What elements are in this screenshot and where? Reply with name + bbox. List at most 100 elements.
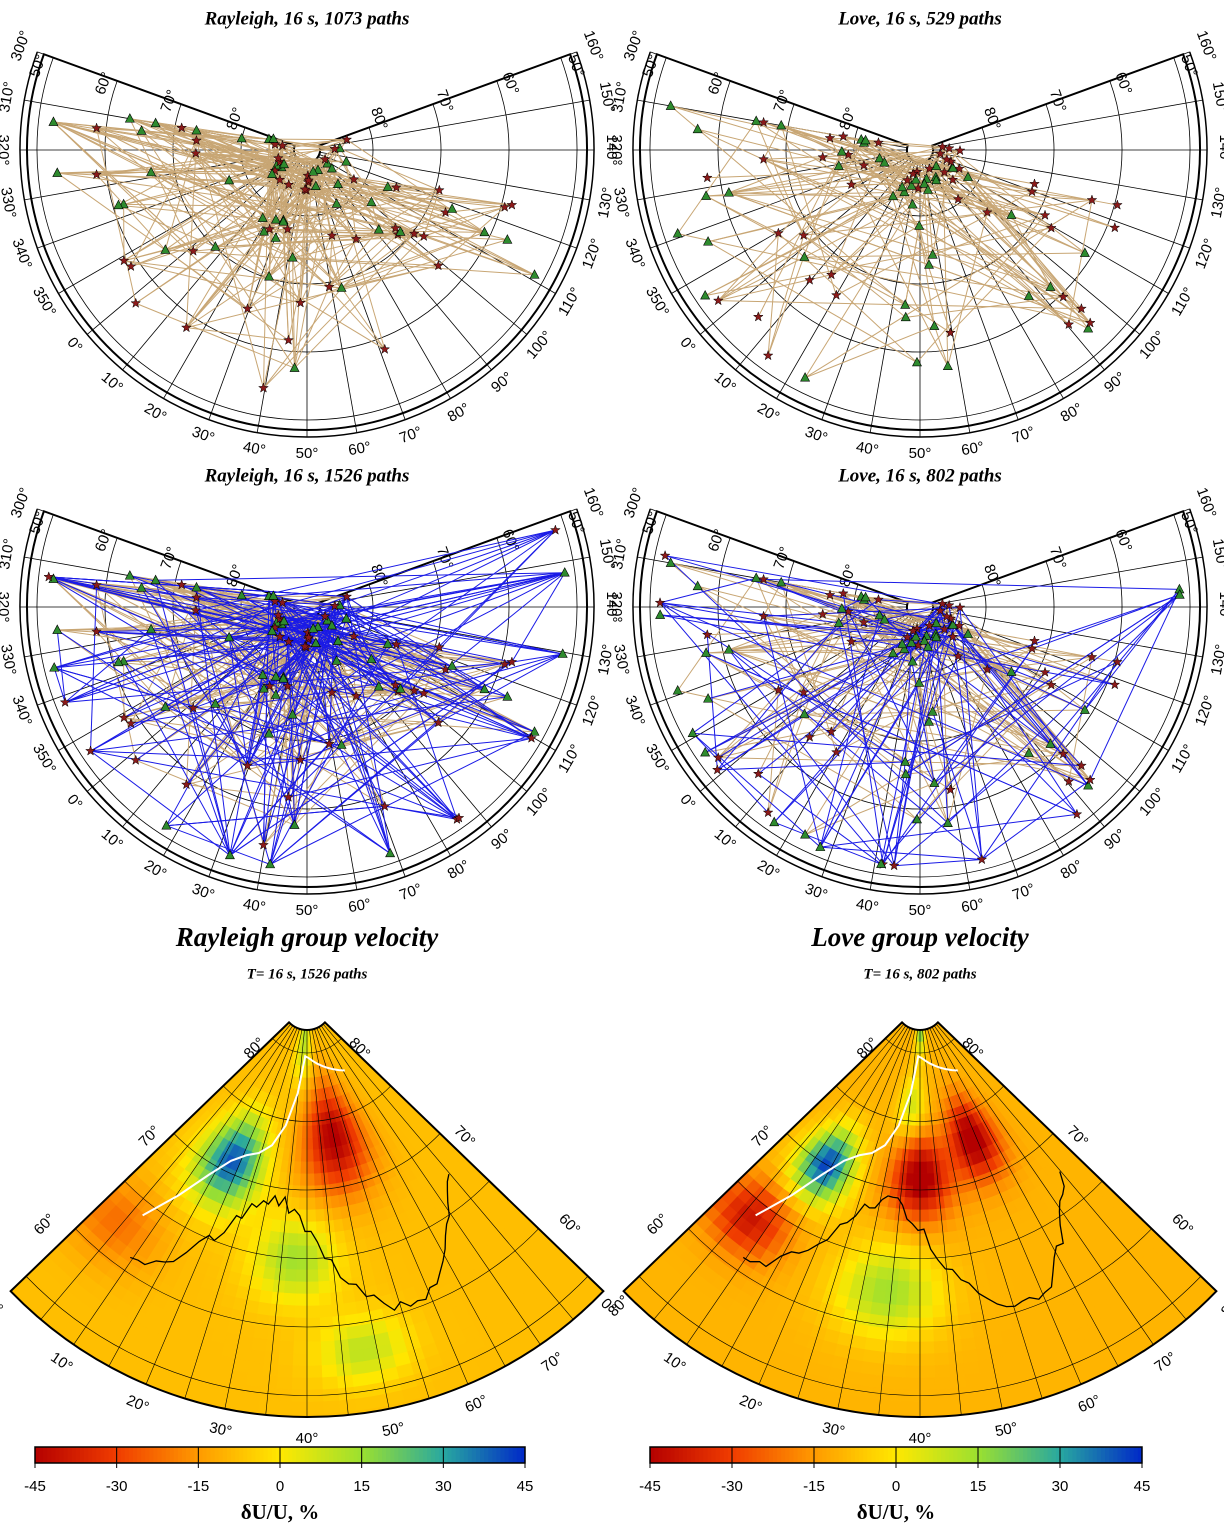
velocity-cell <box>287 1245 298 1258</box>
colorbar-swatch <box>757 1447 762 1463</box>
map-subtitle: T= 16 s, 1526 paths <box>247 966 368 982</box>
longitude-label: 60° <box>960 439 985 460</box>
velocity-cell <box>920 1162 927 1174</box>
velocity-cell <box>307 1210 316 1222</box>
colorbar: -45-30-150153045δU/U, % <box>639 1447 1150 1524</box>
velocity-cell <box>349 1350 365 1364</box>
colorbar-swatch <box>64 1447 69 1463</box>
colorbar-swatch <box>72 1447 77 1463</box>
velocity-cell <box>315 1209 324 1221</box>
colorbar-swatch <box>978 1447 983 1463</box>
velocity-cell <box>889 1377 905 1390</box>
longitude-label: 10° <box>711 369 739 397</box>
colorbar-swatch <box>247 1447 252 1463</box>
colorbar-swatch <box>884 1447 889 1463</box>
colorbar-swatch <box>798 1447 803 1463</box>
velocity-cell <box>911 1210 920 1222</box>
velocity-cell <box>274 1401 291 1414</box>
path-map: Love, 16 s, 802 paths300°310°320°330°340… <box>608 465 1224 919</box>
colorbar-swatch <box>675 1447 680 1463</box>
velocity-cell <box>251 1338 266 1352</box>
colorbar: -45-30-150153045δU/U, % <box>24 1447 533 1524</box>
longitude-label: 60° <box>463 1392 491 1417</box>
velocity-cell <box>343 1302 357 1316</box>
colorbar-swatch <box>847 1447 852 1463</box>
colorbar-swatch <box>460 1447 465 1463</box>
velocity-cell <box>307 1258 318 1270</box>
velocity-cell <box>962 1350 978 1364</box>
longitude-label: 60° <box>1076 1392 1104 1417</box>
longitude-label: 330° <box>610 643 632 677</box>
longitude-label: 150° <box>1209 80 1224 114</box>
longitude-label: 0° <box>676 334 698 356</box>
velocity-cell <box>259 1290 272 1304</box>
colorbar-swatch <box>145 1447 150 1463</box>
colorbar-swatch <box>256 1447 261 1463</box>
velocity-cell <box>895 1305 908 1318</box>
velocity-cell <box>948 1231 959 1244</box>
colorbar-swatch <box>666 1447 671 1463</box>
velocity-cell <box>316 1221 326 1234</box>
colorbar-swatch <box>962 1447 967 1463</box>
longitude-label: 30° <box>208 1419 234 1440</box>
velocity-cell <box>336 1243 347 1256</box>
longitude-label: 30° <box>190 880 217 904</box>
colorbar-swatch <box>390 1447 395 1463</box>
longitude-label: 40° <box>242 896 267 917</box>
colorbar-swatch <box>321 1447 326 1463</box>
colorbar-swatch <box>501 1447 506 1463</box>
longitude-label: 110° <box>1168 285 1198 319</box>
velocity-cell <box>307 1078 310 1090</box>
velocity-cell <box>289 1221 299 1234</box>
colorbar-swatch <box>1019 1447 1024 1463</box>
longitude-label: 340° <box>622 693 649 728</box>
velocity-cell <box>307 1294 319 1306</box>
velocity-cell <box>313 1150 320 1162</box>
colorbar-tick-label: 0 <box>276 1478 284 1495</box>
colorbar-swatch <box>300 1447 305 1463</box>
velocity-cell <box>931 1269 943 1282</box>
velocity-cell <box>307 1402 323 1414</box>
velocity-cell <box>292 1173 300 1185</box>
velocity-cell <box>300 1174 307 1186</box>
longitude-label: 10° <box>98 369 126 397</box>
colorbar-swatch <box>818 1447 823 1463</box>
colorbar-swatch <box>843 1447 848 1463</box>
longitude-label: 300° <box>8 485 35 520</box>
velocity-cell <box>255 1314 269 1328</box>
colorbar-swatch <box>945 1447 950 1463</box>
velocity-cell <box>920 1126 925 1138</box>
colorbar-swatch <box>933 1447 938 1463</box>
colorbar-swatch <box>68 1447 73 1463</box>
velocity-cell <box>932 1305 945 1318</box>
velocity-cell <box>870 1302 884 1316</box>
longitude-label: 80° <box>1058 857 1086 883</box>
colorbar-swatch <box>121 1447 126 1463</box>
longitude-label: 350° <box>642 741 672 776</box>
velocity-cell <box>934 1365 949 1378</box>
colorbar-swatch <box>407 1447 412 1463</box>
colorbar-swatch <box>109 1447 114 1463</box>
colorbar-swatch <box>223 1447 228 1463</box>
velocity-cell <box>904 1390 920 1402</box>
colorbar-swatch <box>333 1447 338 1463</box>
colorbar-swatch <box>505 1447 510 1463</box>
colorbar-swatch <box>162 1447 167 1463</box>
longitude-label: 80° <box>1218 1292 1224 1320</box>
colorbar-swatch <box>707 1447 712 1463</box>
colorbar-swatch <box>802 1447 807 1463</box>
velocity-cell <box>920 1318 933 1330</box>
longitude-label: 40° <box>909 1430 932 1447</box>
longitude-label: 50° <box>994 1419 1020 1440</box>
velocity-cell <box>920 1342 934 1354</box>
colorbar-swatch <box>1052 1447 1057 1463</box>
colorbar-swatch <box>513 1447 518 1463</box>
colorbar-tick-label: -30 <box>106 1478 128 1495</box>
colorbar-swatch <box>313 1447 318 1463</box>
velocity-cell <box>958 1314 972 1328</box>
velocity-cell <box>307 1162 314 1174</box>
colorbar-tick-label: 45 <box>517 1478 534 1495</box>
velocity-cell <box>946 1219 957 1232</box>
colorbar-swatch <box>251 1447 256 1463</box>
colorbar-swatch <box>243 1447 248 1463</box>
